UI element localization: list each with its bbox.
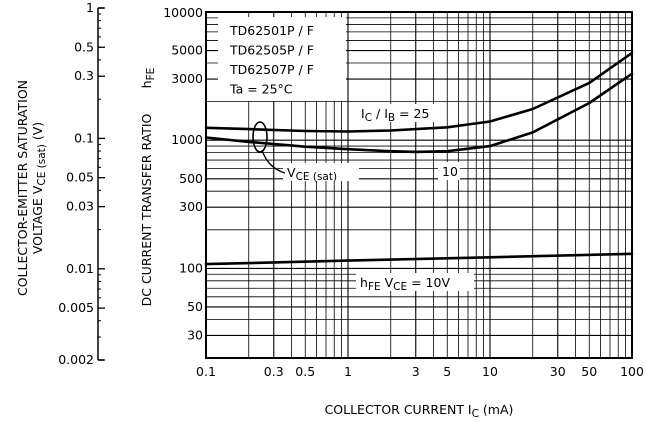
left-axis-tick-label: 0.01: [66, 261, 94, 276]
left-axis-tick-label: 0.1: [74, 130, 94, 145]
legend-line: Ta = 25°C: [229, 82, 293, 97]
left-axis-tick-label: 0.3: [74, 68, 94, 83]
left-axis-tick-label: 0.5: [74, 39, 94, 54]
x-axis-tick-label: 5: [443, 364, 451, 379]
x-axis-tick-label: 0.1: [196, 364, 216, 379]
x-axis-label: COLLECTOR CURRENT IC (mA): [325, 402, 514, 420]
axes: [97, 7, 633, 361]
hfe-condition-label: hFE VCE = 10V: [360, 275, 450, 293]
left-axis-tick-label: 0.05: [66, 170, 94, 185]
hfe-axis-tick-label: 3000: [171, 71, 203, 86]
hfe-axis-tick-label: 1000: [171, 132, 203, 147]
series-lines: [204, 51, 634, 266]
x-axis-tick-label: 30: [550, 364, 566, 379]
vce-sat-label-bg: [283, 163, 359, 181]
hfe-condition-label-bg: [356, 273, 474, 291]
plot-frame: [205, 11, 633, 359]
curve-hfe-vce-10v: [204, 252, 634, 266]
hfe-axis-tick-label: 500: [179, 171, 203, 186]
curve-ic-ib-10: [204, 72, 634, 154]
x-axis-tick-label: 0.3: [264, 364, 284, 379]
x-axis-tick-label: 100: [620, 364, 644, 379]
hfe-axis-tick-label: 300: [179, 199, 203, 214]
ic-ib-label: IC / IB = 25: [361, 106, 429, 124]
vce-leader-line: [261, 149, 286, 174]
curve-group-bracket: [252, 121, 268, 153]
hfe-axis-tick-label: 5000: [171, 43, 203, 58]
legend-box: [218, 17, 346, 101]
x-axis-tick-label: 1: [344, 364, 352, 379]
curve-ic-ib-25: [204, 51, 634, 133]
left-axis-tick-label: 0.03: [66, 199, 94, 214]
hfe-axis-tick-label: 10000: [163, 5, 203, 20]
labels: 10.50.30.10.050.030.010.0050.00210000500…: [15, 0, 644, 420]
x-axis-tick-label: 3: [412, 364, 420, 379]
vce-sat-label: VCE (sat): [287, 165, 337, 183]
left-axis-tick-label: 1: [86, 0, 94, 15]
x-axis-tick-label: 0.5: [295, 364, 315, 379]
left-axis-tick-label: 0.005: [58, 300, 94, 315]
legend-line: TD62507P / F: [229, 62, 314, 77]
legend-line: TD62501P / F: [229, 23, 314, 38]
hfe-axis-tick-label: 100: [179, 260, 203, 275]
left-axis-label-line2: VOLTAGE VCE (sat) (V): [30, 122, 48, 254]
hfe-axis-tick-label: 50: [187, 299, 203, 314]
hfe-axis-symbol: hFE: [139, 68, 157, 89]
x-axis-tick-label: 10: [482, 364, 498, 379]
left-axis-label-line1: COLLECTOR-EMITTER SATURATION: [15, 80, 30, 296]
ic-ib-label-bg: [357, 104, 439, 122]
left-axis-tick-label: 0.002: [58, 352, 94, 367]
x-axis-tick-label: 50: [581, 364, 597, 379]
ten-label-bg: [438, 162, 460, 180]
ten-label: 10: [442, 164, 458, 179]
legend-line: TD62505P / F: [229, 43, 314, 58]
hfe-axis-tick-label: 30: [187, 327, 203, 342]
hfe-axis-label: DC CURRENT TRANSFER RATIO: [139, 113, 154, 306]
